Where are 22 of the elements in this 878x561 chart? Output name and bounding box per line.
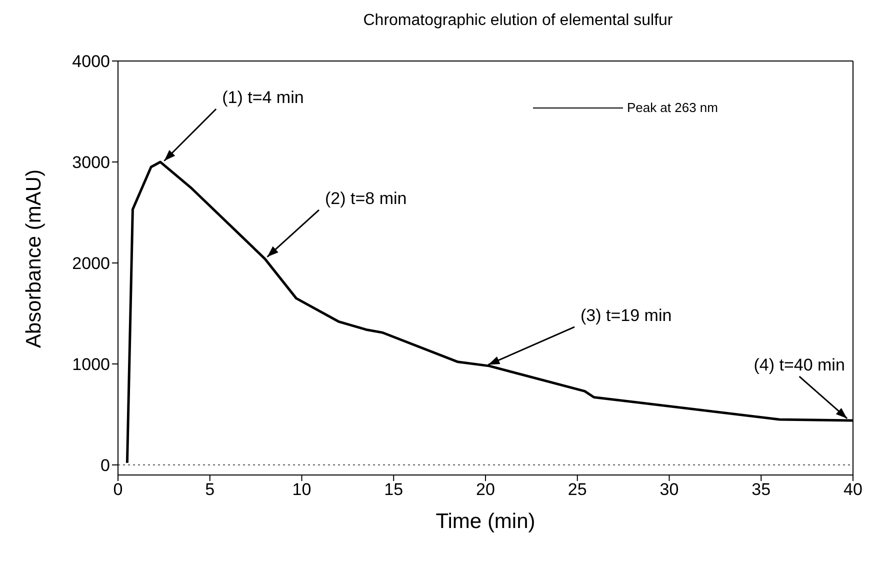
y-tick-label: 0 bbox=[100, 456, 110, 475]
x-tick-label: 5 bbox=[205, 480, 215, 500]
x-axis-title: Time (min) bbox=[436, 510, 536, 533]
text: Peak at 263 nm bbox=[626, 100, 718, 115]
x-tick-label: 0 bbox=[113, 480, 123, 500]
x-tick-label: 15 bbox=[384, 480, 404, 500]
y-tick-label: 4000 bbox=[72, 52, 110, 72]
y-tick-label: 3000 bbox=[72, 153, 110, 172]
x-tick-label: 40 bbox=[844, 480, 862, 500]
annotation: (4) t=40 min bbox=[754, 355, 845, 374]
y-tick-label: 2000 bbox=[72, 254, 110, 273]
x-tick-label: 35 bbox=[752, 480, 771, 500]
x-tick-label: 20 bbox=[476, 480, 495, 500]
annotation: (2) t=8 min bbox=[325, 188, 407, 208]
annotation: (1) t=4 min bbox=[222, 88, 304, 107]
annotation: (3) t=19 min bbox=[580, 306, 672, 325]
y-axis-title: Absorbance (mAU) bbox=[22, 169, 46, 348]
chart-title: Chromatographic elution of elemental sulfur bbox=[362, 12, 674, 31]
x-tick-label: 25 bbox=[568, 480, 587, 500]
x-tick-label: 30 bbox=[660, 480, 679, 500]
y-tick-label: 1000 bbox=[72, 354, 110, 374]
x-tick-label: 10 bbox=[292, 480, 312, 500]
